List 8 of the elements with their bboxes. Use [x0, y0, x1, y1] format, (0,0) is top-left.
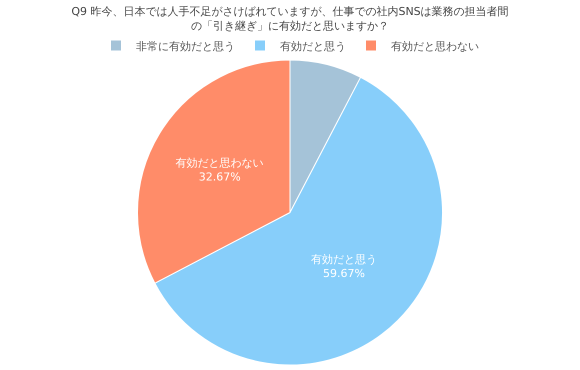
legend-label: 有効だと思う: [280, 40, 346, 53]
chart-title: Q9 昨今、日本では人手不足がさけばれていますが、仕事での社内SNSは業務の担当者間の「引き継ぎ」に有効だと思いますか？: [71, 5, 509, 32]
slice-label: 有効だと思う: [310, 252, 377, 266]
data-label: 59.67%: [322, 267, 365, 280]
legend-label: 有効だと思わない: [391, 40, 479, 53]
slice-label: 有効だと思わない: [176, 156, 264, 170]
data-label: 32.67%: [198, 170, 241, 184]
legend-label: 非常に有効だと思う: [136, 40, 235, 53]
